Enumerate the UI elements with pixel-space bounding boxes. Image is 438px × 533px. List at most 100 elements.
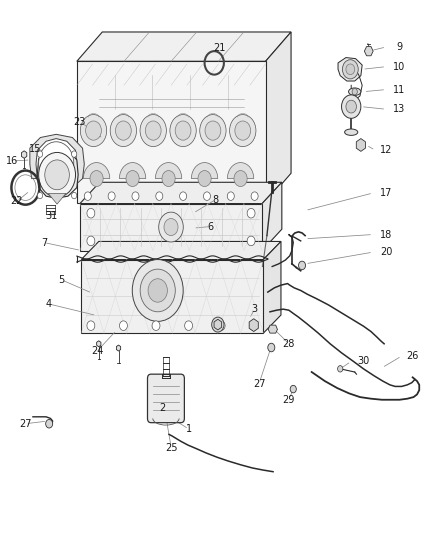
Text: 18: 18 (379, 230, 392, 239)
Circle shape (159, 212, 183, 242)
Text: 17: 17 (379, 188, 392, 198)
Polygon shape (30, 134, 84, 188)
Circle shape (184, 321, 192, 330)
Wedge shape (191, 163, 217, 179)
Polygon shape (263, 241, 280, 333)
Circle shape (45, 160, 69, 190)
Circle shape (39, 142, 74, 184)
Polygon shape (96, 341, 101, 347)
Circle shape (126, 171, 139, 187)
Circle shape (217, 321, 225, 330)
Text: 26: 26 (406, 351, 418, 361)
Circle shape (132, 192, 139, 200)
Circle shape (80, 115, 106, 147)
Text: 8: 8 (212, 195, 218, 205)
Polygon shape (116, 345, 120, 351)
Wedge shape (83, 163, 110, 179)
Circle shape (198, 171, 211, 187)
Circle shape (145, 121, 161, 140)
Circle shape (71, 151, 77, 157)
Wedge shape (227, 163, 253, 179)
Circle shape (148, 279, 167, 302)
Text: 11: 11 (392, 85, 405, 94)
Text: 1: 1 (185, 424, 191, 434)
Circle shape (341, 95, 360, 118)
Text: 25: 25 (165, 443, 177, 453)
Circle shape (37, 192, 42, 199)
Polygon shape (80, 182, 281, 204)
Circle shape (84, 192, 91, 200)
Circle shape (115, 121, 131, 140)
Polygon shape (337, 58, 361, 81)
Circle shape (164, 219, 178, 236)
Circle shape (227, 192, 234, 200)
Circle shape (251, 192, 258, 200)
Text: 30: 30 (357, 357, 369, 366)
Text: 27: 27 (252, 379, 265, 389)
Circle shape (87, 236, 95, 246)
Text: 28: 28 (282, 339, 294, 349)
Circle shape (233, 171, 247, 187)
Circle shape (337, 366, 342, 372)
Circle shape (87, 321, 95, 330)
Text: 23: 23 (74, 117, 86, 126)
Circle shape (140, 115, 166, 147)
Polygon shape (214, 319, 221, 330)
Circle shape (175, 121, 191, 140)
Text: 9: 9 (396, 42, 402, 52)
Text: 4: 4 (45, 299, 51, 309)
Text: 29: 29 (282, 395, 294, 405)
Ellipse shape (344, 129, 357, 135)
Polygon shape (249, 319, 258, 332)
Polygon shape (21, 151, 27, 158)
Circle shape (152, 321, 159, 330)
Wedge shape (155, 163, 181, 179)
Polygon shape (37, 148, 78, 198)
Text: 3: 3 (251, 304, 257, 314)
Text: 21: 21 (213, 43, 225, 53)
Circle shape (205, 121, 220, 140)
Text: 16: 16 (6, 156, 18, 166)
Text: 20: 20 (379, 247, 392, 257)
Wedge shape (119, 163, 145, 179)
Circle shape (71, 192, 77, 199)
Circle shape (267, 343, 274, 352)
Circle shape (203, 192, 210, 200)
Circle shape (342, 60, 357, 79)
Text: 7: 7 (41, 238, 47, 247)
Text: 12: 12 (379, 146, 392, 155)
Circle shape (179, 192, 186, 200)
Polygon shape (265, 32, 290, 203)
Circle shape (46, 419, 53, 428)
Circle shape (345, 100, 356, 113)
Circle shape (170, 115, 196, 147)
Text: 22: 22 (11, 197, 23, 206)
Circle shape (110, 115, 136, 147)
Text: 15: 15 (29, 144, 41, 154)
Circle shape (229, 115, 255, 147)
Circle shape (119, 321, 127, 330)
Bar (81, 260, 263, 333)
Circle shape (140, 269, 175, 312)
Text: 13: 13 (392, 104, 405, 114)
Text: 27: 27 (19, 419, 32, 429)
Circle shape (162, 171, 175, 187)
Circle shape (211, 317, 223, 332)
Circle shape (199, 115, 226, 147)
Polygon shape (364, 46, 372, 56)
Circle shape (90, 171, 103, 187)
Text: 5: 5 (58, 275, 64, 285)
Polygon shape (48, 193, 66, 204)
Circle shape (249, 321, 257, 330)
FancyBboxPatch shape (147, 374, 184, 423)
Circle shape (85, 121, 101, 140)
Polygon shape (81, 241, 280, 260)
Circle shape (345, 64, 354, 75)
Circle shape (108, 192, 115, 200)
Circle shape (298, 261, 305, 270)
Circle shape (234, 121, 250, 140)
Polygon shape (261, 182, 281, 251)
Ellipse shape (348, 88, 360, 95)
Circle shape (155, 192, 162, 200)
Circle shape (290, 385, 296, 393)
